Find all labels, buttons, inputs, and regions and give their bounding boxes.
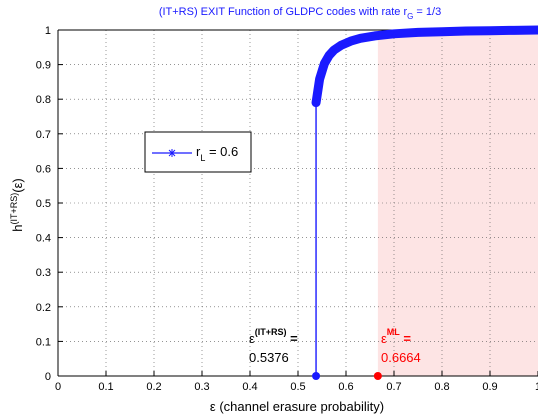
y-axis-label-tail: (ε) bbox=[10, 178, 25, 192]
y-tick-label: 0 bbox=[45, 371, 51, 383]
series-point-marker bbox=[330, 46, 338, 54]
chart-title: (IT+RS) EXIT Function of GLDPC codes wit… bbox=[159, 6, 441, 21]
y-axis-label-base: h bbox=[10, 225, 25, 232]
series-point-marker bbox=[390, 30, 398, 38]
annotation-ml-suffix: = bbox=[400, 331, 412, 346]
series-point-marker bbox=[371, 32, 379, 40]
x-tick-label: 0.7 bbox=[386, 381, 401, 393]
x-axis-label: ε (channel erasure probability) bbox=[210, 399, 384, 414]
series-point-marker bbox=[347, 37, 355, 45]
y-axis-label-sup: (IT+RS) bbox=[9, 193, 19, 225]
chart-title-main: (IT+RS) EXIT Function of GLDPC codes wit… bbox=[159, 6, 408, 18]
legend-label-tail: = 0.6 bbox=[205, 144, 238, 159]
y-tick-label: 0.2 bbox=[36, 302, 51, 314]
annotation-it-rs-value: 0.5376 bbox=[249, 350, 289, 365]
threshold-ml-dot bbox=[374, 372, 382, 380]
series-point-marker bbox=[438, 28, 446, 36]
series-point-marker bbox=[510, 26, 518, 34]
y-tick-label: 0.7 bbox=[36, 129, 51, 141]
y-tick-label: 0.4 bbox=[36, 233, 51, 245]
y-tick-label: 1 bbox=[45, 25, 51, 37]
y-tick-label: 0.5 bbox=[36, 198, 51, 210]
y-axis-label: h(IT+RS)(ε) bbox=[9, 178, 25, 231]
series-point-marker bbox=[356, 34, 364, 42]
series-point-marker bbox=[337, 41, 345, 49]
series-point-marker bbox=[414, 28, 422, 36]
x-tick-label: 0.6 bbox=[338, 381, 353, 393]
x-tick-label: 0.8 bbox=[434, 381, 449, 393]
y-tick-label: 0.9 bbox=[36, 60, 51, 72]
y-tick-label: 0.1 bbox=[36, 336, 51, 348]
y-tick-label: 0.6 bbox=[36, 163, 51, 175]
annotation-ml-value: 0.6664 bbox=[381, 350, 421, 365]
x-tick-label: 0.1 bbox=[98, 381, 113, 393]
annotation-ml-sup: ML bbox=[387, 327, 400, 337]
annotation-it-rs-suffix: = bbox=[287, 331, 299, 346]
chart-title-tail: = 1/3 bbox=[413, 6, 441, 18]
x-tick-label: 0.9 bbox=[482, 381, 497, 393]
series-point-marker bbox=[320, 60, 328, 68]
x-tick-label: 0.3 bbox=[194, 381, 209, 393]
threshold-it-rs-dot bbox=[312, 372, 320, 380]
legend: rL = 0.6 bbox=[145, 132, 251, 172]
x-tick-label: 0.2 bbox=[146, 381, 161, 393]
x-tick-label: 0.4 bbox=[242, 381, 257, 393]
series-point-marker bbox=[486, 27, 494, 35]
annotation-it-rs-sup: (IT+RS) bbox=[255, 327, 287, 337]
y-tick-label: 0.8 bbox=[36, 94, 51, 106]
x-tick-label: 0 bbox=[55, 381, 61, 393]
y-tick-label: 0.3 bbox=[36, 267, 51, 279]
legend-marker-icon bbox=[168, 149, 176, 157]
x-tick-label: 0.5 bbox=[290, 381, 305, 393]
ml-shaded-region bbox=[378, 30, 538, 376]
